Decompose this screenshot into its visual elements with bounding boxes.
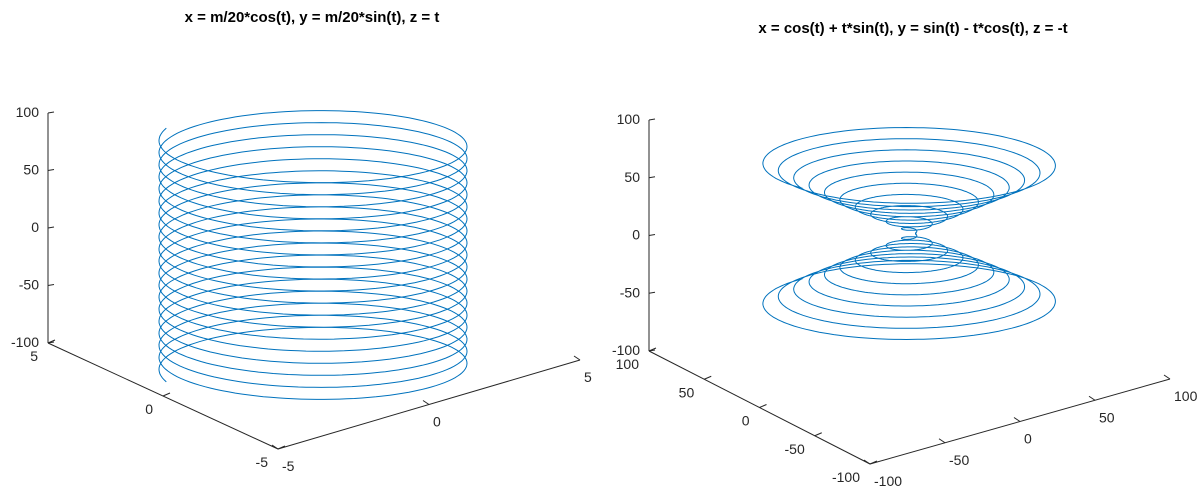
x-tick-label: 5 [30, 348, 38, 364]
x-tick-label: -5 [256, 454, 269, 470]
y-tick-label: 100 [1174, 388, 1198, 404]
z-tick-label: -100 [11, 334, 39, 350]
helix-plot: x = m/20*cos(t), y = m/20*sin(t), z = t … [11, 9, 592, 474]
z-tick-label: -50 [19, 277, 39, 293]
x-tick-mark [704, 375, 712, 380]
z-tick-label: 50 [23, 162, 39, 178]
z-tick-mark [648, 176, 656, 179]
z-tick-mark [47, 169, 55, 171]
y-tick-mark [1163, 374, 1171, 380]
y-tick-mark [1013, 417, 1021, 422]
y-tick-label: 5 [584, 369, 592, 385]
z-tick-label: -100 [612, 342, 640, 358]
z-tick-label: 0 [632, 227, 640, 243]
cone-spiral-line [762, 126, 1056, 341]
x-tick-mark [277, 445, 286, 450]
y-tick-mark [422, 400, 430, 405]
helix-line [158, 110, 468, 400]
x-tick-mark [759, 404, 767, 408]
z-tick-label: -50 [620, 284, 640, 300]
z-tick-mark [47, 284, 55, 286]
y-tick-label: 50 [1099, 409, 1115, 425]
y-tick-label: -5 [282, 458, 295, 474]
x-tick-label: 0 [145, 401, 153, 417]
x-tick-mark [47, 339, 56, 344]
x-tick-label: 100 [616, 356, 640, 372]
x-tick-label: 50 [679, 384, 695, 400]
z-tick-mark [648, 291, 656, 294]
z-tick-label: 0 [31, 219, 39, 235]
z-tick-mark [47, 226, 55, 229]
y-tick-label: -50 [949, 452, 969, 468]
data-series [762, 126, 1056, 341]
x-tick-mark [814, 432, 822, 437]
axes: -100 -50 0 50 100 100 50 0 -50 -100 -100 -50 0 50 100 [612, 111, 1198, 489]
y-tick-label: -100 [874, 473, 902, 489]
x-tick-label: 0 [742, 413, 750, 429]
z-tick-label: 100 [617, 111, 641, 127]
x-tick-label: -50 [785, 441, 805, 457]
z-tick-label: 100 [16, 104, 40, 120]
x-tick-label: -100 [832, 469, 860, 485]
plot-title: x = cos(t) + t*sin(t), y = sin(t) - t*co… [758, 20, 1067, 37]
data-series [158, 110, 468, 400]
y-tick-mark [1088, 395, 1096, 401]
y-tick-mark [573, 355, 581, 361]
x-tick-mark [162, 392, 171, 397]
plot-title: x = m/20*cos(t), y = m/20*sin(t), z = t [185, 9, 440, 26]
y-tick-mark [863, 459, 871, 465]
z-tick-mark [47, 111, 55, 114]
double-cone-plot: x = cos(t) + t*sin(t), y = sin(t) - t*co… [612, 20, 1198, 489]
y-tick-label: 0 [433, 414, 441, 430]
y-tick-mark [271, 444, 279, 450]
y-tick-mark [938, 438, 946, 444]
x-tick-mark [648, 347, 657, 352]
x-tick-mark [869, 460, 878, 465]
z-tick-label: 50 [624, 169, 640, 185]
z-tick-mark [648, 118, 656, 121]
y-tick-label: 0 [1024, 431, 1032, 447]
z-tick-mark [648, 234, 656, 236]
